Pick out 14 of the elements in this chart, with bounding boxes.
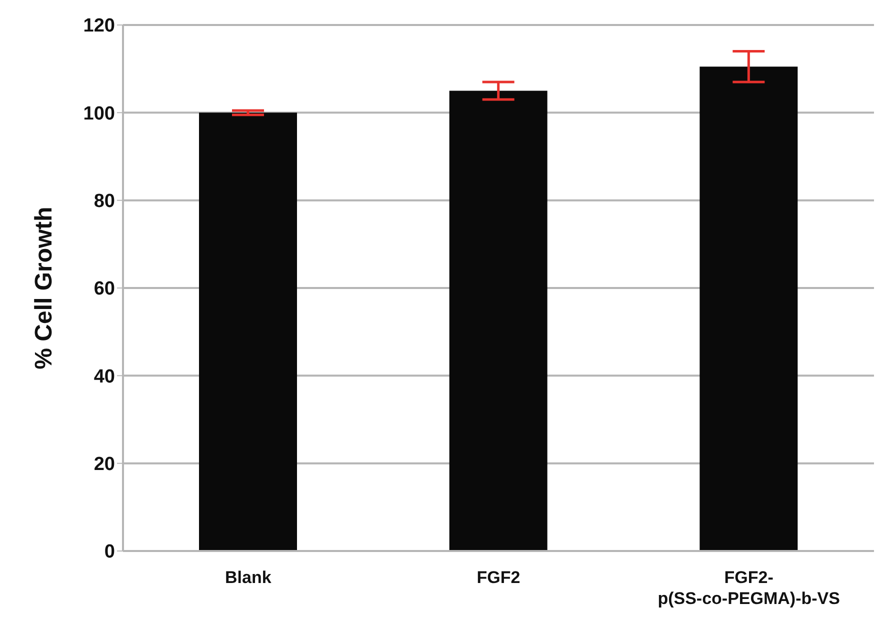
y-axis-title: % Cell Growth [30,206,58,370]
y-tick-label: 40 [94,366,115,388]
y-tick-label: 20 [94,454,115,476]
bar [700,66,798,551]
x-tick-label: FGF2 [476,568,520,587]
bar [199,112,297,551]
bar [449,90,548,551]
y-tick-label: 60 [94,278,115,300]
y-tick-label: 80 [94,191,115,212]
y-tick-label: 100 [83,103,115,124]
x-tick-label: Blank [225,568,272,587]
y-tick-label: 0 [104,542,115,563]
x-tick-label: FGF2-p(SS-co-PEGMA)-b-VS [658,568,840,608]
y-tick-label: 120 [83,16,115,37]
